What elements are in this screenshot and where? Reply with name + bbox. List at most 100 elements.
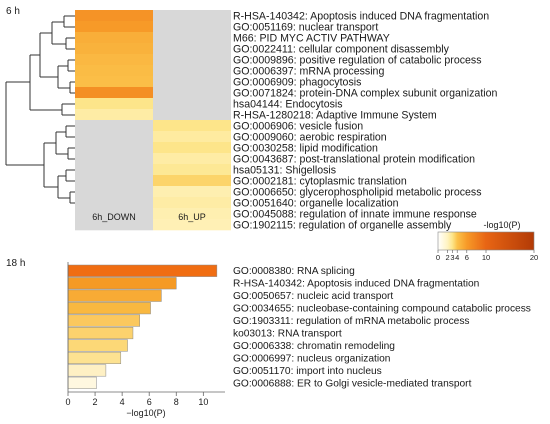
x-tick-label: 4 bbox=[120, 397, 125, 407]
heatmap-row-label: hsa04144: Endocytosis bbox=[233, 99, 343, 111]
dendrogram-branch bbox=[63, 15, 75, 28]
dendrogram-branch bbox=[65, 125, 75, 138]
x-tick-label: 8 bbox=[174, 397, 179, 407]
heatmap-cell bbox=[75, 153, 153, 165]
bar-category-label: GO:1903311: regulation of mRNA metabolic… bbox=[233, 316, 470, 327]
bar bbox=[67, 314, 140, 327]
heatmap-row-label: GO:0043687: post-translational protein m… bbox=[233, 154, 475, 166]
heatmap-cell bbox=[153, 54, 231, 66]
heatmap-row-label: GO:0071824: protein-DNA complex subunit … bbox=[233, 88, 498, 100]
bar bbox=[67, 277, 177, 290]
dendrogram-branch bbox=[69, 81, 75, 94]
heatmap-row-label: GO:0006909: phagocytosis bbox=[233, 77, 361, 89]
heatmap-row-label: GO:0006906: vesicle fusion bbox=[233, 121, 363, 133]
dendrogram bbox=[5, 15, 75, 204]
heatmap-cell bbox=[153, 175, 231, 187]
colorbar bbox=[437, 231, 535, 251]
bar bbox=[67, 302, 151, 315]
heatmap-cell bbox=[75, 219, 153, 231]
heatmap-cell bbox=[153, 120, 231, 132]
heatmap-row-label: GO:0022411: cellular component disassemb… bbox=[233, 44, 450, 56]
heatmap-cell bbox=[75, 208, 153, 220]
colorbar-tick-label: 0 bbox=[436, 253, 440, 262]
heatmap-row-label: R-HSA-1280218: Adaptive Immune System bbox=[233, 110, 437, 122]
heatmap-cell bbox=[153, 43, 231, 55]
x-axis-label: −log10(P) bbox=[126, 408, 165, 418]
heatmap-cell bbox=[153, 10, 231, 22]
heatmap-panel-label: 6 h bbox=[6, 6, 20, 17]
bar-category-label: GO:0006338: chromatin remodeling bbox=[233, 341, 395, 352]
heatmap-row-label: GO:0009896: positive regulation of catab… bbox=[233, 55, 482, 67]
bar-category-labels: GO:0008380: RNA splicing R-HSA-140342: Ap… bbox=[233, 266, 531, 389]
colorbar-tick-label: 3 bbox=[450, 253, 454, 262]
heatmap-row-label: GO:0009060: aerobic respiration bbox=[233, 132, 387, 144]
bar-panel: 18 h GO:0008380: RNA splicing R-HSA-14034… bbox=[6, 258, 531, 418]
heatmap-cell bbox=[75, 164, 153, 176]
heatmap-row-label: GO:0006650: glycerophospholipid metaboli… bbox=[233, 187, 482, 199]
heatmap-cell bbox=[153, 76, 231, 88]
heatmap-row-label: GO:0051640: organelle localization bbox=[233, 198, 399, 210]
heatmap-cell bbox=[153, 142, 231, 154]
heatmap-cell bbox=[75, 142, 153, 154]
heatmap-cell bbox=[75, 43, 153, 55]
colorbar-tick-label: 4 bbox=[455, 253, 459, 262]
heatmap-row-labels: R-HSA-140342: Apoptosis induced DNA frag… bbox=[233, 11, 498, 232]
heatmap-cell bbox=[153, 208, 231, 220]
heatmap-column-label: 6h_UP bbox=[178, 212, 206, 222]
bar-category-label: ko03013: RNA transport bbox=[233, 328, 342, 339]
heatmap-cell bbox=[153, 32, 231, 44]
colorbar-tick-label: 20 bbox=[530, 253, 538, 262]
bar bbox=[67, 339, 128, 352]
colorbar-tick-label: 6 bbox=[465, 253, 469, 262]
heatmap-row-label: GO:1902115: regulation of organelle asse… bbox=[233, 220, 452, 232]
heatmap-cell bbox=[153, 131, 231, 143]
heatmap-cell bbox=[75, 54, 153, 66]
bar bbox=[67, 364, 107, 377]
heatmap-cell bbox=[153, 219, 231, 231]
bar-category-label: GO:0051170: import into nucleus bbox=[233, 366, 382, 377]
colorbar-tick-label: 10 bbox=[482, 253, 490, 262]
heatmap-cell bbox=[75, 98, 153, 110]
heatmap-cell bbox=[75, 10, 153, 22]
x-axis-ticks: 0 2 4 6 8 10 bbox=[65, 392, 208, 407]
bar bbox=[67, 289, 162, 302]
heatmap-cell bbox=[75, 32, 153, 44]
dendrogram-branch bbox=[57, 175, 70, 199]
heatmap-cell bbox=[153, 98, 231, 110]
heatmap-cell bbox=[153, 197, 231, 209]
dendrogram-branch bbox=[61, 103, 75, 116]
heatmap-cells bbox=[75, 10, 231, 231]
dendrogram-branch bbox=[29, 54, 62, 111]
heatmap-column-label: 6h_DOWN bbox=[92, 212, 136, 222]
heatmap-cell bbox=[75, 175, 153, 187]
bar bbox=[67, 376, 97, 389]
bar bbox=[67, 264, 218, 277]
dendrogram-branch bbox=[65, 169, 75, 182]
x-tick-label: 10 bbox=[198, 397, 208, 407]
bar-category-label: GO:0006888: ER to Golgi vesicle-mediated… bbox=[233, 378, 472, 389]
colorbar-tick-label: 2 bbox=[446, 253, 450, 262]
heatmap-cell bbox=[153, 164, 231, 176]
bar-category-label: GO:0034655: nucleobase-containing compou… bbox=[233, 304, 531, 315]
bars bbox=[67, 264, 218, 389]
heatmap-row-label: GO:0030258: lipid modification bbox=[233, 143, 378, 155]
heatmap-row-label: hsa05131: Shigellosis bbox=[233, 165, 336, 177]
bar-category-label: GO:0050657: nucleic acid transport bbox=[233, 291, 393, 302]
heatmap-panel: 6 h R-HSA-140342: Apoptosis induced DNA … bbox=[5, 6, 538, 262]
heatmap-cell bbox=[75, 87, 153, 99]
heatmap-cell bbox=[153, 21, 231, 33]
heatmap-cell bbox=[75, 186, 153, 198]
bar-category-label: GO:0008380: RNA splicing bbox=[233, 266, 355, 277]
heatmap-row-label: GO:0002181: cytoplasmic translation bbox=[233, 176, 407, 188]
x-tick-label: 2 bbox=[93, 397, 98, 407]
bar-category-label: GO:0006997: nucleus organization bbox=[233, 353, 390, 364]
heatmap-cell bbox=[75, 131, 153, 143]
heatmap-cell bbox=[75, 65, 153, 77]
heatmap-cell bbox=[153, 65, 231, 77]
bar bbox=[67, 351, 122, 364]
heatmap-row-label: GO:0045088: regulation of innate immune … bbox=[233, 209, 477, 221]
dendrogram-branch bbox=[65, 37, 75, 50]
heatmap-cell bbox=[75, 197, 153, 209]
x-tick-label: 6 bbox=[147, 397, 152, 407]
